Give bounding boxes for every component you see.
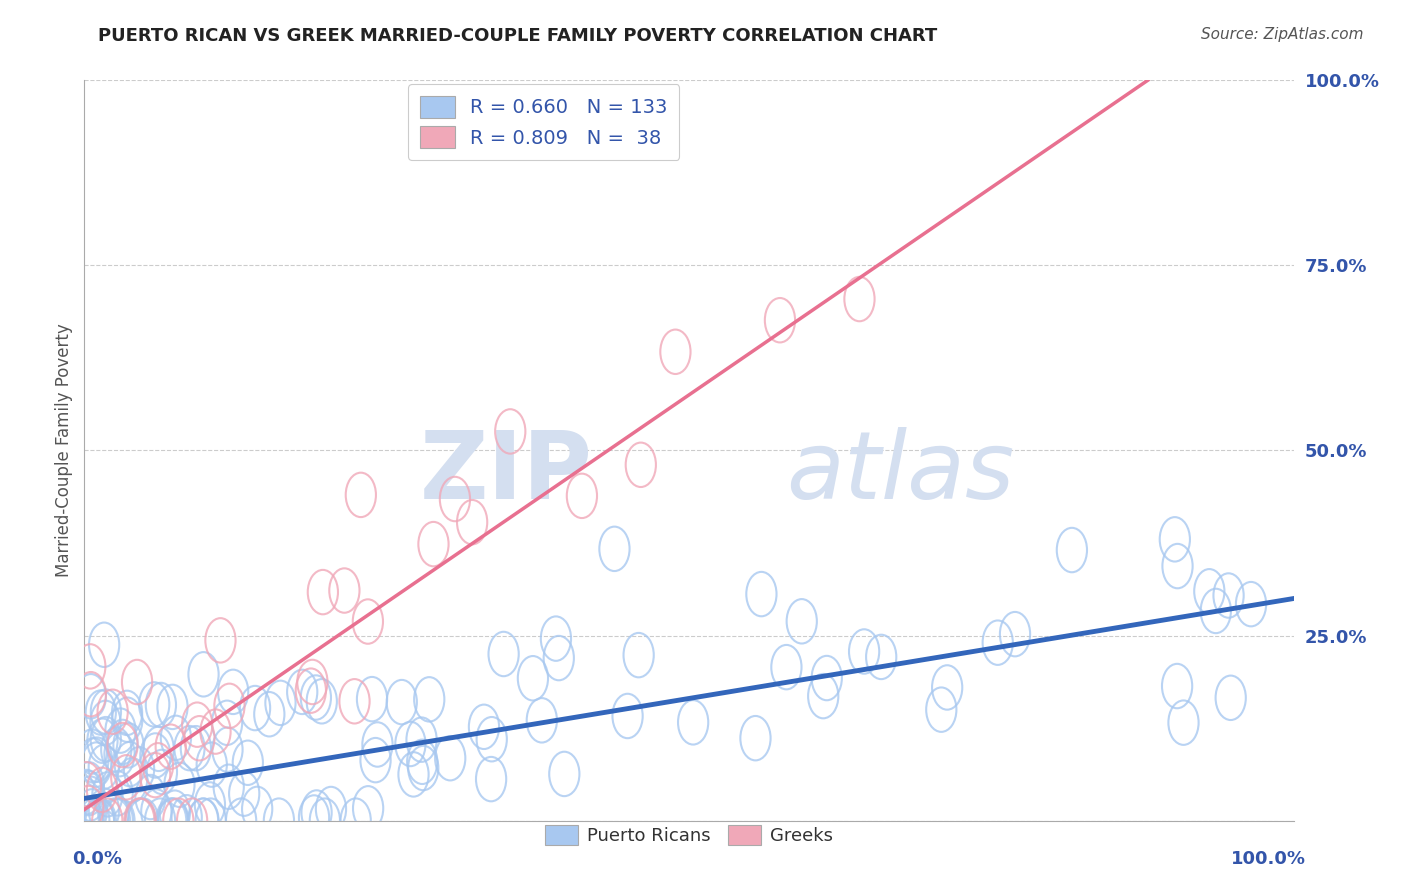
Y-axis label: Married-Couple Family Poverty: Married-Couple Family Poverty [55, 324, 73, 577]
Text: 0.0%: 0.0% [72, 850, 122, 868]
Text: Source: ZipAtlas.com: Source: ZipAtlas.com [1201, 27, 1364, 42]
Text: atlas: atlas [786, 427, 1014, 518]
Text: ZIP: ZIP [419, 426, 592, 518]
Text: 100.0%: 100.0% [1230, 850, 1306, 868]
Legend: Puerto Ricans, Greeks: Puerto Ricans, Greeks [538, 818, 839, 853]
Text: PUERTO RICAN VS GREEK MARRIED-COUPLE FAMILY POVERTY CORRELATION CHART: PUERTO RICAN VS GREEK MARRIED-COUPLE FAM… [98, 27, 938, 45]
